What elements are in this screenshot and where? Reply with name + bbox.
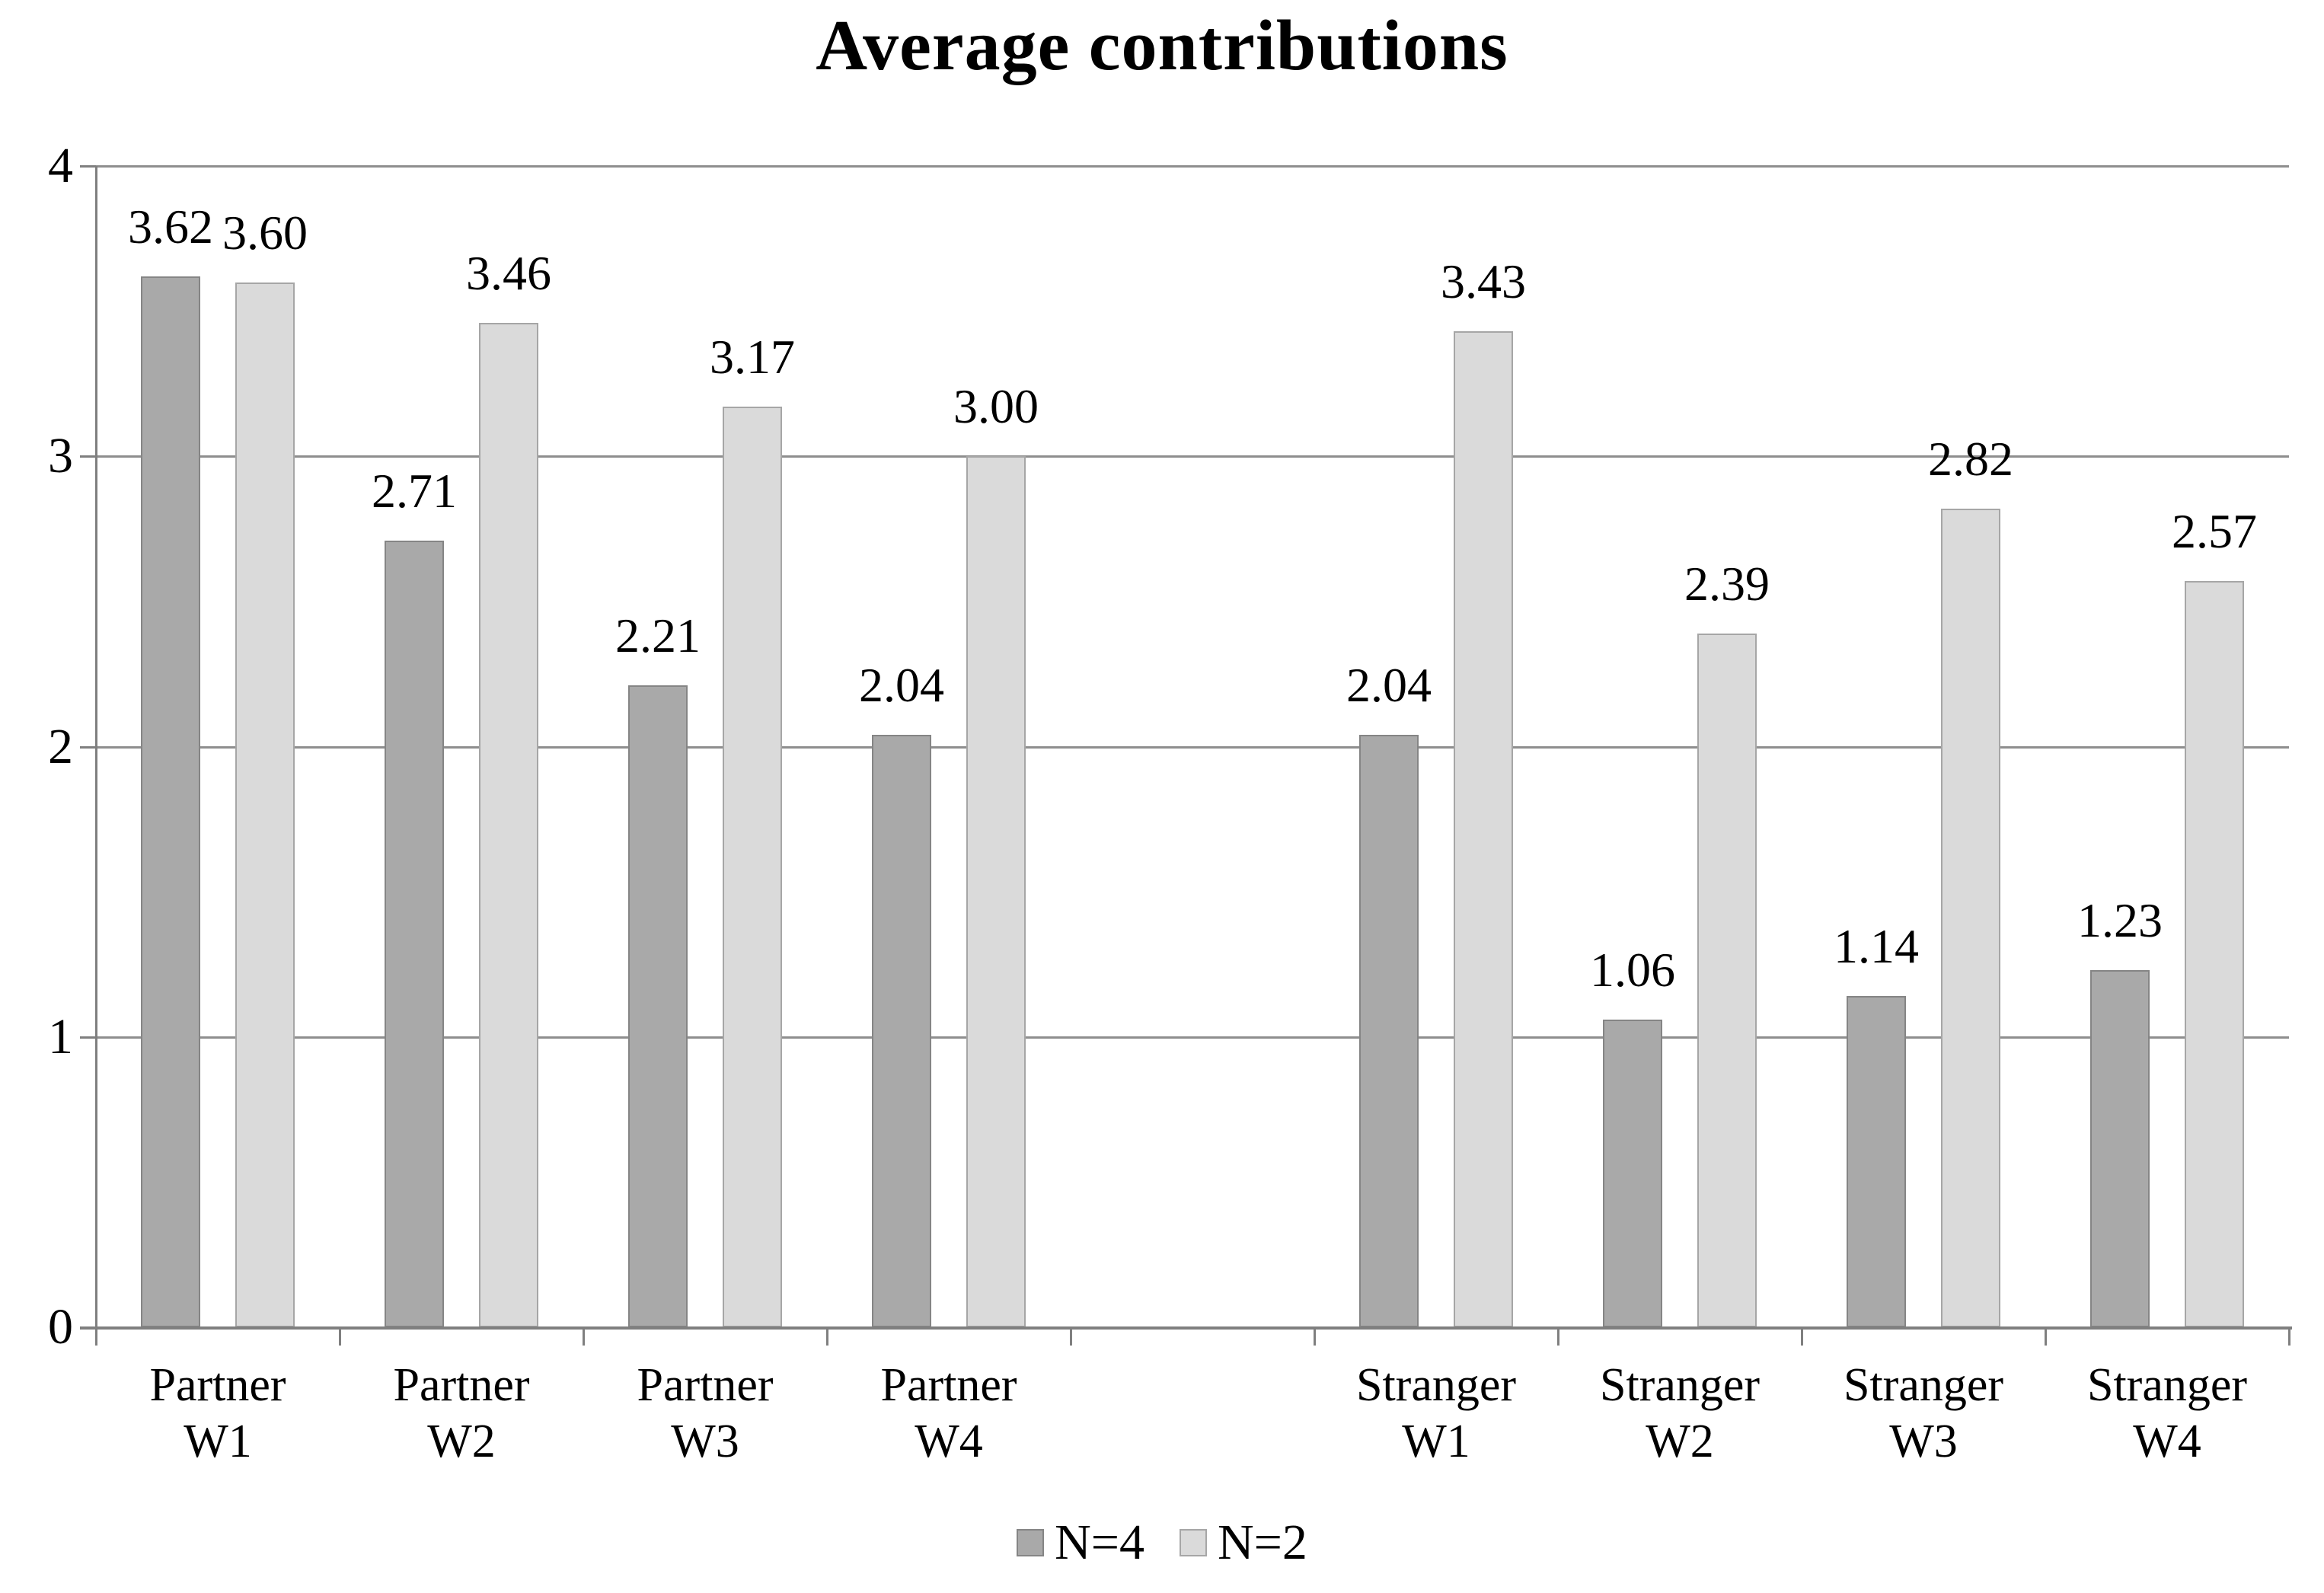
value-label-n-4-partner-w1: 3.62 (128, 199, 213, 254)
x-axis-line (80, 1326, 2292, 1330)
legend: N=4 N=2 (0, 1514, 2324, 1572)
legend-swatch-n-2 (1180, 1529, 1207, 1556)
value-label-n-2-stranger-w3: 2.82 (1928, 431, 2013, 486)
value-label-n-4-stranger-w1: 2.04 (1346, 658, 1432, 713)
x-axis-tick-2 (582, 1329, 585, 1346)
value-label-n-4-stranger-w2: 1.06 (1590, 942, 1675, 997)
bar-n-2-partner-w4 (966, 456, 1026, 1327)
category-label-line1: Stranger (1355, 1359, 1517, 1411)
bar-n-2-stranger-w3 (1941, 508, 2000, 1327)
category-label-line1: Partner (393, 1359, 530, 1411)
bar-n-2-partner-w2 (479, 322, 538, 1327)
category-label-stranger-w3: Stranger W3 (1794, 1357, 2053, 1470)
legend-label-n-4: N=4 (1055, 1515, 1144, 1570)
x-axis-tick-3 (825, 1329, 828, 1346)
category-label-line2: W1 (1402, 1416, 1470, 1467)
value-label-n-2-stranger-w2: 2.39 (1684, 556, 1770, 611)
chart-title: Average contributions (816, 6, 1508, 85)
x-axis-tick-6 (1556, 1329, 1559, 1346)
y-axis-tick-label-0: 0 (48, 1299, 73, 1355)
category-label-line2: W4 (2133, 1416, 2201, 1467)
value-label-n-2-stranger-w1: 3.43 (1441, 254, 1526, 309)
bar-n-2-partner-w3 (723, 407, 782, 1327)
category-label-line2: W2 (427, 1416, 496, 1467)
x-axis-tick-8 (2044, 1329, 2047, 1346)
bar-n-4-stranger-w2 (1603, 1019, 1662, 1327)
y-axis-tick-label-4: 4 (48, 138, 73, 193)
category-label-line1: Partner (880, 1359, 1017, 1411)
category-label-line1: Stranger (1599, 1359, 1761, 1411)
value-label-n-2-stranger-w4: 2.57 (2172, 504, 2257, 559)
y-axis-tick-0 (80, 1326, 96, 1329)
x-axis-tick-7 (1800, 1329, 1803, 1346)
bar-n-2-partner-w1 (235, 282, 295, 1327)
legend-item-n-4: N=4 (1017, 1514, 1144, 1572)
gridline-y-1 (96, 1036, 2289, 1039)
bar-n-4-stranger-w3 (1847, 996, 1906, 1327)
category-label-stranger-w4: Stranger W4 (2038, 1357, 2297, 1470)
gridline-y-2 (96, 745, 2289, 749)
category-label-line2: W2 (1646, 1416, 1714, 1467)
y-axis-tick-3 (80, 455, 96, 458)
bar-n-4-partner-w3 (628, 685, 688, 1327)
bar-n-4-stranger-w4 (2090, 970, 2150, 1327)
legend-label-n-2: N=2 (1218, 1515, 1307, 1570)
y-axis-tick-2 (80, 745, 96, 749)
value-label-n-4-stranger-w3: 1.14 (1834, 919, 1919, 974)
category-label-line2: W3 (1889, 1416, 1958, 1467)
y-axis-line (95, 166, 97, 1327)
value-label-n-2-partner-w4: 3.00 (953, 379, 1039, 434)
value-label-n-4-partner-w4: 2.04 (859, 658, 944, 713)
bar-n-4-partner-w4 (872, 735, 931, 1327)
bar-n-4-partner-w1 (141, 276, 200, 1327)
value-label-n-2-partner-w3: 3.17 (710, 330, 795, 385)
bar-n-4-partner-w2 (385, 540, 444, 1327)
category-label-line1: Partner (149, 1359, 286, 1411)
category-label-line1: Stranger (1843, 1359, 2004, 1411)
category-label-partner-w1: Partner W1 (88, 1357, 347, 1470)
value-label-n-4-stranger-w4: 1.23 (2077, 893, 2163, 948)
x-axis-tick-0 (94, 1329, 97, 1346)
bar-n-2-stranger-w2 (1697, 633, 1757, 1327)
x-axis-tick-9 (2287, 1329, 2290, 1346)
gridline-y-3 (96, 455, 2289, 458)
category-label-line2: W1 (184, 1416, 252, 1467)
y-axis-tick-label-2: 2 (48, 718, 73, 774)
category-label-partner-w2: Partner W2 (332, 1357, 591, 1470)
category-label-line1: Partner (637, 1359, 774, 1411)
category-label-stranger-w2: Stranger W2 (1550, 1357, 1809, 1470)
bar-n-2-stranger-w1 (1454, 331, 1513, 1327)
category-label-line2: W4 (915, 1416, 983, 1467)
gridline-y-4 (96, 165, 2289, 168)
category-label-line2: W3 (671, 1416, 739, 1467)
x-axis-tick-5 (1313, 1329, 1316, 1346)
x-axis-tick-4 (1069, 1329, 1072, 1346)
category-label-line1: Stranger (2086, 1359, 2248, 1411)
legend-item-n-2: N=2 (1180, 1514, 1307, 1572)
value-label-n-2-partner-w1: 3.60 (222, 205, 308, 260)
x-axis-tick-1 (338, 1329, 341, 1346)
y-axis-tick-label-1: 1 (48, 1008, 73, 1065)
value-label-n-4-partner-w3: 2.21 (615, 608, 701, 663)
category-label-partner-w4: Partner W4 (819, 1357, 1078, 1470)
y-axis-tick-label-3: 3 (48, 428, 73, 484)
bar-n-2-stranger-w4 (2185, 581, 2244, 1327)
bar-n-4-stranger-w1 (1359, 735, 1419, 1327)
y-axis-tick-4 (80, 165, 96, 168)
value-label-n-4-partner-w2: 2.71 (372, 463, 457, 518)
y-axis-tick-1 (80, 1036, 96, 1039)
value-label-n-2-partner-w2: 3.46 (466, 245, 551, 300)
legend-swatch-n-4 (1017, 1529, 1045, 1556)
category-label-stranger-w1: Stranger W1 (1307, 1357, 1566, 1470)
category-label-partner-w3: Partner W3 (576, 1357, 835, 1470)
